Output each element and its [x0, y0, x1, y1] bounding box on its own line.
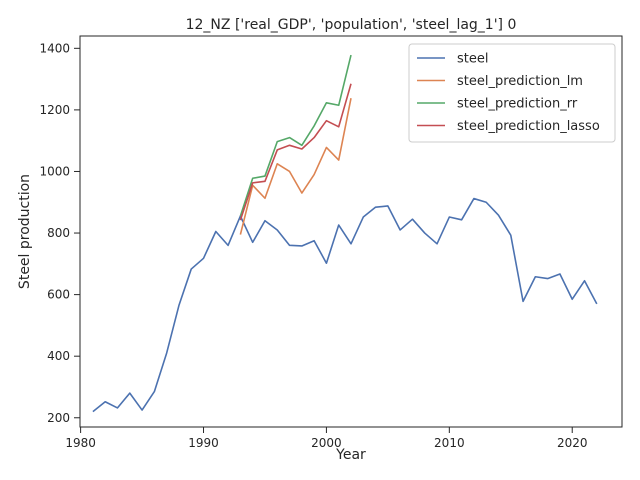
y-tick-label: 800 [47, 226, 70, 240]
y-tick-label: 1200 [39, 103, 70, 117]
x-tick-label: 2000 [311, 436, 342, 450]
legend-label: steel_prediction_lm [457, 74, 583, 89]
legend-box [408, 43, 616, 143]
x-tick-label: 1980 [65, 436, 96, 450]
y-axis-label: Steel production [17, 174, 33, 289]
legend-label: steel_prediction_rr [457, 97, 578, 112]
y-tick-label: 1000 [39, 164, 70, 178]
y-tick-label: 200 [47, 411, 70, 425]
x-tick-label: 2020 [557, 436, 588, 450]
plot-frame [79, 35, 623, 428]
legend: steel steel_prediction_lm steel_prediction… [408, 43, 616, 143]
y-tick-label: 400 [47, 349, 70, 363]
series-line-steel-prediction-rr [239, 54, 352, 217]
y-tick-label: 600 [47, 288, 70, 302]
chart-title: 12_NZ ['real_GDP', 'population', 'steel_… [186, 17, 517, 33]
series-line-steel-prediction-lm [239, 98, 352, 235]
x-axis-label: Year [335, 447, 366, 463]
y-axis: 200 400 600 800 1000 1200 1400 [39, 41, 80, 425]
series-line-steel-prediction-lasso [239, 83, 352, 221]
x-tick-label: 2010 [434, 436, 465, 450]
series-line-steel [92, 197, 598, 413]
y-tick-label: 1400 [39, 41, 70, 55]
legend-label: steel_prediction_lasso [457, 119, 600, 134]
legend-label: steel [457, 52, 488, 67]
x-axis: 1980 1990 2000 2010 2020 [65, 427, 587, 450]
x-tick-label: 1990 [188, 436, 219, 450]
plot-content [92, 54, 598, 413]
